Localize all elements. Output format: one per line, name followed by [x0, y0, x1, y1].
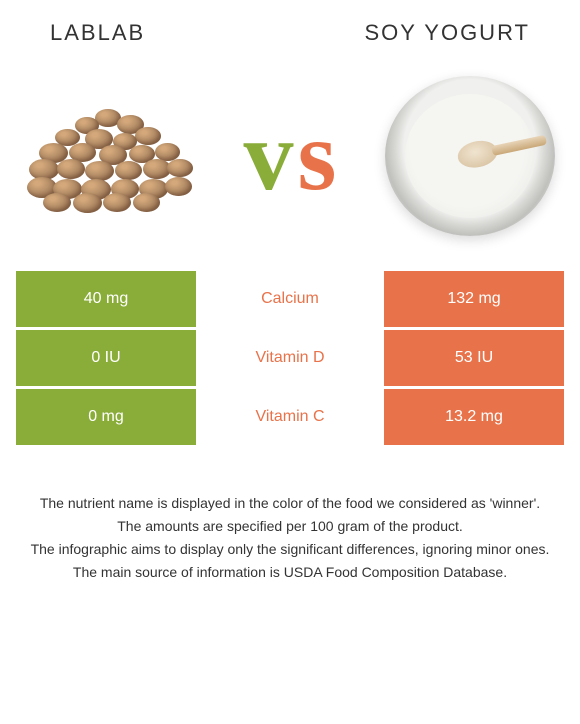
note-line: The amounts are specified per 100 gram o…	[30, 516, 550, 537]
left-food-title: Lablab	[50, 20, 145, 46]
note-line: The nutrient name is displayed in the co…	[30, 493, 550, 514]
vs-label: v s	[244, 106, 337, 206]
nutrient-name: Vitamin D	[196, 330, 384, 386]
vs-s-letter: s	[298, 106, 337, 206]
left-food-image	[20, 76, 200, 236]
nutrient-name: Vitamin C	[196, 389, 384, 445]
left-value: 40 mg	[16, 271, 196, 327]
left-value: 0 IU	[16, 330, 196, 386]
images-row: v s	[0, 61, 580, 271]
nutrient-name: Calcium	[196, 271, 384, 327]
table-row: 0 IU Vitamin D 53 IU	[16, 330, 564, 386]
header-row: Lablab Soy yogurt	[0, 0, 580, 61]
right-food-title: Soy yogurt	[365, 20, 531, 46]
vs-v-letter: v	[244, 106, 294, 206]
beans-pile-icon	[25, 101, 195, 211]
table-row: 0 mg Vitamin C 13.2 mg	[16, 389, 564, 445]
right-food-image	[380, 76, 560, 236]
table-row: 40 mg Calcium 132 mg	[16, 271, 564, 327]
footer-notes: The nutrient name is displayed in the co…	[0, 448, 580, 583]
right-value: 13.2 mg	[384, 389, 564, 445]
right-value: 53 IU	[384, 330, 564, 386]
note-line: The infographic aims to display only the…	[30, 539, 550, 560]
left-value: 0 mg	[16, 389, 196, 445]
note-line: The main source of information is USDA F…	[30, 562, 550, 583]
right-value: 132 mg	[384, 271, 564, 327]
yogurt-bowl-icon	[385, 76, 555, 236]
comparison-table: 40 mg Calcium 132 mg 0 IU Vitamin D 53 I…	[0, 271, 580, 445]
